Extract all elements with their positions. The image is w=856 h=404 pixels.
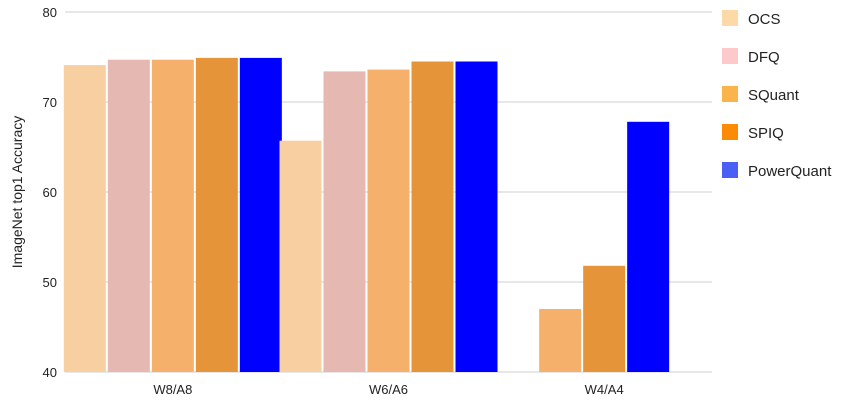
- x-tick-labels: W8/A8 W6/A6 W4/A4: [153, 382, 623, 397]
- bar-squant-w6-a6: [367, 69, 410, 372]
- bar-powerquant-w6-a6: [455, 61, 498, 372]
- bar-spiq-w4-a4: [583, 265, 626, 372]
- bar-powerquant-w8-a8: [239, 57, 282, 373]
- legend-swatch: [722, 86, 738, 102]
- legend-swatch: [722, 124, 738, 140]
- legend-swatch: [722, 10, 738, 26]
- legend: OCS DFQ SQuant SPIQ PowerQuant: [722, 10, 832, 180]
- x-tick-label: W8/A8: [153, 382, 192, 397]
- bar-squant-w8-a8: [151, 59, 194, 372]
- legend-label: SPIQ: [748, 125, 784, 142]
- y-axis-title: ImageNet top1 Accuracy: [9, 116, 25, 269]
- bar-ocs-w8-a8: [63, 65, 106, 372]
- bar-ocs-w6-a6: [279, 140, 322, 372]
- legend-swatch: [722, 162, 738, 178]
- y-tick-label: 70: [43, 95, 57, 110]
- bar-spiq-w6-a6: [411, 61, 454, 372]
- y-tick-label: 40: [43, 365, 57, 380]
- bar-squant-w4-a4: [539, 309, 582, 372]
- bar-dfq-w6-a6: [323, 71, 366, 373]
- bar-dfq-w8-a8: [107, 59, 150, 372]
- legend-label: DFQ: [748, 49, 780, 66]
- y-tick-label: 60: [43, 185, 57, 200]
- y-tick-labels: 40 50 60 70 80: [43, 5, 57, 380]
- x-tick-label: W4/A4: [585, 382, 624, 397]
- legend-label: OCS: [748, 11, 781, 28]
- y-tick-label: 80: [43, 5, 57, 20]
- bar-spiq-w8-a8: [195, 57, 238, 373]
- bars: [63, 57, 670, 373]
- legend-label: SQuant: [748, 87, 800, 104]
- bar-powerquant-w4-a4: [627, 121, 670, 372]
- legend-label: PowerQuant: [748, 163, 832, 180]
- y-tick-label: 50: [43, 275, 57, 290]
- x-tick-label: W6/A6: [369, 382, 408, 397]
- legend-swatch: [722, 48, 738, 64]
